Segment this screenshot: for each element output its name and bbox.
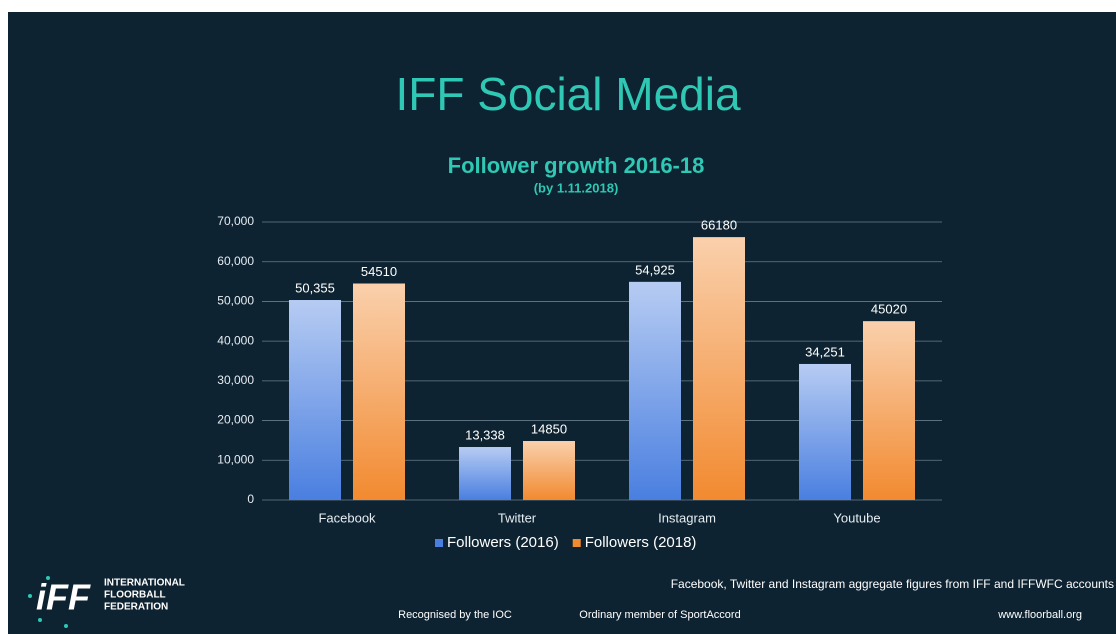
logo-dot <box>28 594 32 598</box>
value-label: 34,251 <box>805 344 845 359</box>
y-tick-label: 0 <box>247 492 254 506</box>
footer-member: Ordinary member of SportAccord <box>579 609 740 621</box>
footer-recognised: Recognised by the IOC <box>398 609 512 621</box>
y-tick-label: 60,000 <box>217 254 254 268</box>
chart-subtitle: Follower growth 2016-18 <box>448 153 705 178</box>
org-name: FEDERATION <box>104 602 168 613</box>
bar <box>523 441 575 500</box>
y-tick-label: 20,000 <box>217 413 254 427</box>
logo-dot <box>46 576 50 580</box>
y-tick-label: 40,000 <box>217 333 254 347</box>
legend-swatch <box>572 539 581 547</box>
x-tick-label: Facebook <box>318 510 376 525</box>
slide-title: IFF Social Media <box>395 68 741 120</box>
footer-note: Facebook, Twitter and Instagram aggregat… <box>671 577 1114 591</box>
bar <box>863 321 915 500</box>
x-tick-label: Twitter <box>498 510 537 525</box>
value-label: 54510 <box>361 264 397 279</box>
y-tick-label: 70,000 <box>217 214 254 228</box>
org-name: INTERNATIONAL <box>104 578 185 589</box>
value-label: 66180 <box>701 218 737 233</box>
value-label: 13,338 <box>465 427 505 442</box>
bar <box>693 237 745 501</box>
org-name: FLOORBALL <box>104 590 166 601</box>
bar <box>629 281 681 500</box>
legend-label: Followers (2016) <box>447 534 559 551</box>
logo-dot <box>38 618 42 622</box>
logo: iFF INTERNATIONAL FLOORBALL FEDERATION <box>28 576 185 628</box>
y-tick-label: 10,000 <box>217 452 254 466</box>
legend-swatch <box>435 539 443 547</box>
y-tick-label: 30,000 <box>217 373 254 387</box>
bar <box>799 363 851 500</box>
x-tick-label: Instagram <box>658 510 716 525</box>
legend-label: Followers (2018) <box>585 534 697 551</box>
footer-website: www.floorball.org <box>997 609 1082 621</box>
y-tick-label: 50,000 <box>217 294 254 308</box>
value-label: 54,925 <box>635 262 675 277</box>
slide-background <box>8 12 1116 634</box>
value-label: 45020 <box>871 302 907 317</box>
bar <box>353 283 405 500</box>
subtitle-note: (by 1.11.2018) <box>534 180 619 195</box>
value-label: 50,355 <box>295 280 335 295</box>
bar <box>289 300 341 500</box>
logo-dot <box>64 624 68 628</box>
x-tick-label: Youtube <box>833 510 880 525</box>
logo-mark: iFF <box>36 577 91 618</box>
bar <box>459 447 511 500</box>
value-label: 14850 <box>531 421 567 436</box>
